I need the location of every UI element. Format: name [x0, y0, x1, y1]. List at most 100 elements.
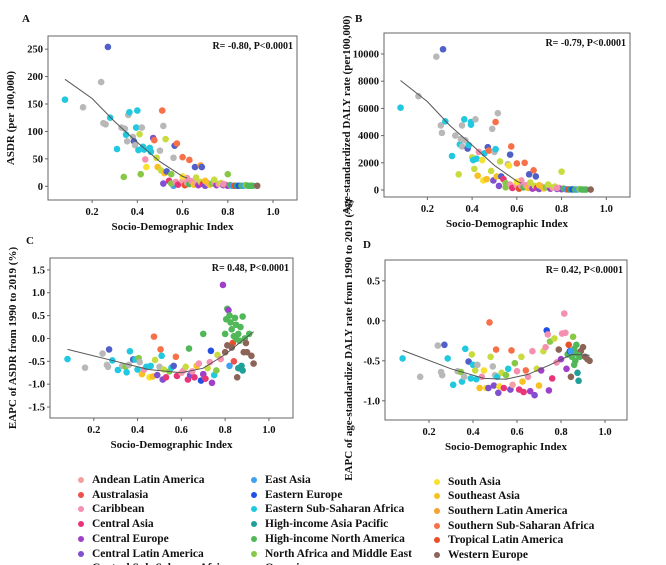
correlation-annotation: R= -0.80, P<0.0001 [212, 41, 293, 52]
data-point [150, 333, 158, 340]
data-point [544, 181, 552, 188]
y-tick-label: 0 [374, 185, 379, 196]
data-point [105, 346, 113, 353]
data-point [586, 357, 593, 365]
data-point [530, 166, 537, 174]
data-point [208, 379, 216, 387]
legend-label: Southern Sub-Saharan Africa [448, 519, 595, 532]
legend-marker-icon [78, 550, 84, 557]
data-point [136, 130, 143, 138]
legend-marker-icon [434, 537, 440, 544]
correlation-annotation: R= 0.42, P<0.0001 [546, 265, 623, 276]
y-axis-label: Age-standardized DALY rate (per100,000) [341, 15, 353, 214]
data-point [574, 369, 581, 377]
data-point [441, 341, 448, 349]
data-point [487, 167, 495, 175]
data-point [224, 170, 232, 178]
data-point [529, 347, 536, 355]
legend-marker-icon [78, 491, 84, 498]
x-tick-label: 0.2 [86, 207, 99, 218]
x-tick-label: 0.6 [175, 425, 188, 436]
data-point [160, 122, 167, 130]
data-point [157, 346, 164, 353]
data-point [147, 362, 155, 370]
data-point [575, 377, 582, 385]
x-tick-label: 0.4 [131, 425, 145, 436]
panel-label: C [26, 235, 34, 247]
legend-item: Tropical Latin America [434, 534, 563, 546]
data-point [61, 96, 69, 103]
data-point [519, 378, 526, 385]
fit-line [67, 331, 254, 374]
data-point [120, 173, 128, 181]
x-tick-label: 0.8 [554, 427, 567, 438]
data-point [158, 352, 165, 360]
y-tick-label: -0.5 [28, 357, 45, 368]
data-point [140, 146, 148, 153]
data-point [587, 186, 594, 193]
data-point [230, 358, 238, 365]
y-tick-label: 0.0 [32, 334, 45, 345]
data-point [64, 355, 71, 363]
data-point [468, 351, 476, 358]
data-point [191, 374, 198, 381]
data-point [147, 148, 155, 156]
data-point [496, 158, 504, 165]
panel-b: B 0.2 0.4 0.6 0.8 1.0 0 2000 4000 6000 8000 10000 So… [341, 13, 631, 230]
data-point [227, 319, 234, 326]
legend-label: Central Asia [92, 518, 154, 531]
data-point [487, 353, 494, 361]
data-point [97, 78, 105, 86]
data-point [143, 163, 150, 171]
x-tick-label: 0.4 [466, 204, 480, 215]
legend-label: Andean Latin America [92, 474, 205, 486]
data-point [248, 352, 255, 360]
x-tick-label: 1.0 [598, 427, 611, 438]
data-point [156, 147, 164, 154]
data-point [525, 171, 533, 178]
data-point [439, 45, 447, 53]
data-point [170, 362, 177, 370]
data-point [505, 162, 513, 169]
x-tick-label: 0.2 [422, 427, 435, 438]
correlation-annotation: R= -0.79, P<0.0001 [545, 38, 626, 49]
panel-c: C 0.2 0.4 0.6 0.8 1.0 -1.5 -1.0 -0.5 0.0 0.5 1.0 1.5… [7, 235, 294, 451]
x-tick-label: 0.8 [555, 204, 568, 215]
legend-label: Central Europe [92, 532, 169, 545]
data-point [150, 136, 158, 144]
correlation-annotation: R= 0.48, P<0.0001 [212, 263, 289, 274]
data-point [134, 366, 141, 373]
data-point [237, 323, 244, 331]
data-point [137, 170, 145, 178]
data-point [462, 137, 469, 144]
legend-label: North Africa and Middle East [265, 547, 412, 560]
data-point [462, 345, 469, 353]
data-point [201, 177, 209, 185]
data-point [490, 382, 498, 389]
legend-marker-icon [78, 521, 84, 528]
data-point [249, 182, 256, 190]
y-tick-label: 100 [27, 127, 43, 138]
data-point [495, 389, 502, 397]
legend-item: Central Latin America [78, 548, 204, 560]
legend-item: High-income North America [251, 533, 405, 545]
data-point [492, 145, 499, 153]
data-point [198, 163, 206, 171]
legend-marker-icon [251, 550, 257, 557]
y-tick-label: -1.0 [28, 380, 45, 391]
panel-d: D 0.2 0.4 0.6 0.8 1.0 -1.0 -0.5 0.0 0.5 Socio-Demo… [343, 199, 628, 481]
data-point [526, 179, 534, 186]
legend-item: Central Europe [78, 533, 169, 545]
data-point [555, 346, 563, 353]
data-point [104, 43, 112, 51]
y-tick-label: -1.0 [363, 396, 380, 407]
data-point [489, 363, 497, 370]
data-point [579, 343, 587, 351]
y-axis-label: ASDR (per 100,000) [5, 71, 17, 166]
legend-marker-icon [78, 506, 84, 513]
data-point [449, 381, 457, 389]
data-point [185, 345, 193, 352]
data-point [507, 143, 515, 150]
legend-item: Southern Latin America [434, 505, 567, 517]
